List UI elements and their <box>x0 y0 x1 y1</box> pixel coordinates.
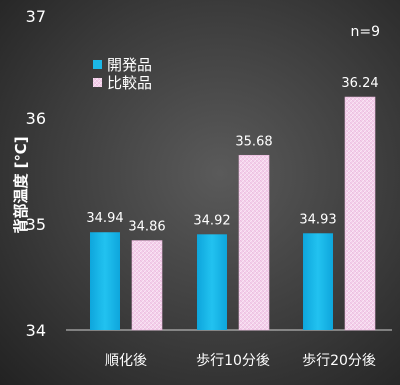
bar-series-2-1 <box>238 154 270 331</box>
bar-series-2-2 <box>344 96 376 331</box>
bar-series-1-0 <box>90 232 120 330</box>
legend-label-series-2: 比較品 <box>107 74 152 92</box>
legend: 開発品 比較品 <box>93 56 152 92</box>
bars-group <box>90 96 376 331</box>
value-labels-group: 34.94 34.86 34.92 35.68 34.93 36.24 <box>86 76 378 235</box>
bar-series-1-2 <box>303 233 333 330</box>
y-tick-label: 35 <box>26 215 46 234</box>
y-tick-label: 37 <box>26 7 46 26</box>
x-category-label: 歩行20分後 <box>302 353 376 369</box>
value-label: 35.68 <box>235 134 272 149</box>
bar-series-2-0 <box>131 240 163 331</box>
bar-series-1-1 <box>197 234 227 330</box>
y-tick-label: 36 <box>26 109 46 128</box>
value-label: 36.24 <box>341 76 378 91</box>
value-label: 34.94 <box>86 211 123 226</box>
legend-swatch-series-2 <box>93 78 102 87</box>
value-label: 34.86 <box>128 220 165 235</box>
x-category-label: 順化後 <box>105 353 147 369</box>
sample-size-annotation: n=9 <box>350 24 380 40</box>
legend-label-series-1: 開発品 <box>107 56 152 74</box>
value-label: 34.93 <box>299 212 336 227</box>
x-category-label: 歩行10分後 <box>196 353 270 369</box>
legend-swatch-series-1 <box>93 60 102 69</box>
y-axis-label: 背部温度 [℃] <box>12 136 30 233</box>
value-label: 34.92 <box>193 213 230 228</box>
y-tick-label: 34 <box>26 321 46 340</box>
